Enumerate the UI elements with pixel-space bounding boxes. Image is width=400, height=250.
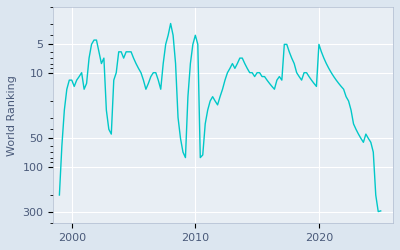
Y-axis label: World Ranking: World Ranking (7, 75, 17, 156)
